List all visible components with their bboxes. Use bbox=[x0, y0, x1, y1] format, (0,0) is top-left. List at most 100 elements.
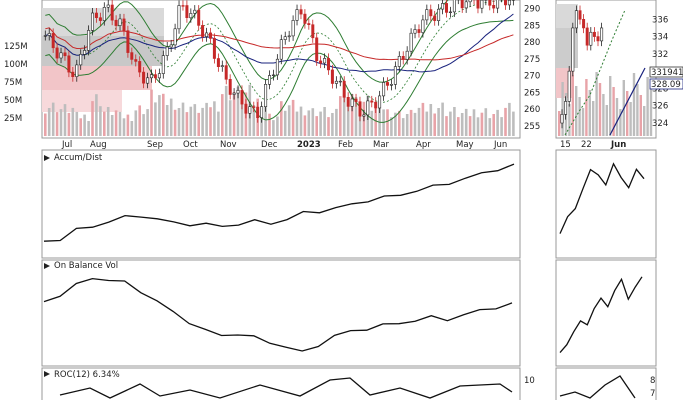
volume-tick-label: 25M bbox=[4, 114, 22, 124]
candle-body bbox=[257, 107, 259, 118]
candle-body bbox=[504, 0, 506, 5]
volume-bar bbox=[315, 116, 318, 136]
inset-candle-body bbox=[590, 32, 592, 45]
candle-body bbox=[233, 93, 235, 94]
candle-body bbox=[496, 0, 498, 8]
candle-body bbox=[44, 36, 46, 37]
volume-bar bbox=[323, 107, 326, 136]
price-tick-label: 260 bbox=[524, 105, 540, 115]
candle-body bbox=[194, 10, 196, 13]
x-axis-label: Apr bbox=[416, 140, 431, 150]
inset-volume-bar bbox=[558, 111, 560, 136]
candle-body bbox=[323, 58, 325, 63]
volume-bar bbox=[64, 104, 67, 136]
volume-tick-label: 75M bbox=[4, 78, 22, 88]
accum-dist-panel bbox=[42, 150, 520, 258]
candle-body bbox=[316, 38, 318, 61]
candle-body bbox=[174, 29, 176, 45]
volume-bar bbox=[402, 118, 405, 136]
candle-body bbox=[249, 107, 251, 114]
candle-body bbox=[304, 14, 306, 23]
candle-body bbox=[205, 33, 207, 37]
volume-bar bbox=[146, 109, 149, 136]
roc-tick-10: 10 bbox=[524, 376, 535, 386]
candle-body bbox=[331, 70, 333, 84]
price-tick-label: 255 bbox=[524, 122, 540, 132]
inset-price-label-2: 328.09 bbox=[651, 80, 681, 90]
inset-volume-bar bbox=[606, 105, 608, 136]
inset-volume-bar bbox=[640, 95, 642, 136]
volume-bar bbox=[300, 107, 303, 136]
volume-bar bbox=[186, 112, 189, 136]
volume-bar bbox=[292, 100, 295, 136]
volume-bar bbox=[437, 108, 440, 136]
candle-body bbox=[142, 72, 144, 83]
candle-body bbox=[426, 10, 428, 20]
candle-body bbox=[127, 31, 129, 53]
candle-body bbox=[48, 33, 50, 35]
candle-body bbox=[52, 33, 54, 47]
x-axis-label: Mar bbox=[373, 140, 390, 150]
candle-body bbox=[272, 75, 274, 76]
inset-price-tick: 334 bbox=[652, 33, 668, 43]
volume-bar bbox=[205, 103, 208, 136]
candle-body bbox=[453, 0, 455, 12]
candle-body bbox=[355, 99, 357, 102]
volume-bar bbox=[56, 112, 59, 136]
candle-body bbox=[245, 104, 247, 113]
candle-body bbox=[418, 30, 420, 33]
candle-body bbox=[198, 10, 200, 25]
volume-bar bbox=[178, 108, 181, 136]
candle-body bbox=[367, 101, 369, 115]
volume-bar bbox=[485, 108, 488, 136]
volume-bar bbox=[312, 108, 315, 136]
candle-body bbox=[339, 81, 341, 82]
candle-body bbox=[465, 2, 467, 8]
inset-volume-bar bbox=[633, 73, 635, 136]
volume-bar bbox=[166, 105, 169, 136]
volume-bar bbox=[72, 108, 75, 136]
volume-bar bbox=[308, 110, 311, 136]
inset-x-label: 15 bbox=[560, 140, 571, 150]
volume-bar bbox=[52, 103, 55, 136]
volume-bar bbox=[213, 101, 216, 136]
candle-body bbox=[76, 65, 78, 77]
candle-body bbox=[477, 0, 479, 8]
volume-bar bbox=[500, 117, 503, 136]
volume-bar bbox=[194, 104, 197, 136]
inset-volume-bar bbox=[636, 84, 638, 136]
volume-bar bbox=[457, 117, 460, 136]
candle-body bbox=[95, 13, 97, 18]
volume-bar bbox=[91, 101, 94, 136]
inset-volume-bar bbox=[646, 77, 648, 136]
candle-body bbox=[371, 101, 373, 102]
candle-body bbox=[378, 96, 380, 108]
candle-body bbox=[182, 6, 184, 7]
volume-bar bbox=[229, 100, 232, 136]
inset-price-tick: 326 bbox=[652, 102, 668, 112]
volume-bar bbox=[284, 111, 287, 136]
candle-body bbox=[296, 10, 298, 21]
candle-body bbox=[225, 66, 227, 80]
candle-body bbox=[343, 81, 345, 97]
inset-volume-bar bbox=[616, 98, 618, 136]
roc-inset-tick-7: 7 bbox=[650, 389, 655, 399]
candle-body bbox=[241, 90, 243, 104]
candle-body bbox=[68, 56, 70, 72]
price-tick-label: 280 bbox=[524, 38, 540, 48]
candle-body bbox=[64, 53, 66, 56]
candle-body bbox=[162, 56, 164, 74]
candle-body bbox=[422, 20, 424, 33]
candle-body bbox=[87, 30, 89, 50]
candle-body bbox=[115, 20, 117, 25]
volume-bar bbox=[335, 109, 338, 136]
volume-bar bbox=[426, 112, 429, 136]
volume-bar bbox=[123, 118, 126, 136]
volume-bar bbox=[449, 112, 452, 136]
inset-candle-body bbox=[568, 71, 570, 101]
volume-bar bbox=[76, 112, 79, 136]
candle-body bbox=[327, 58, 329, 70]
volume-bar bbox=[79, 118, 82, 136]
inset-volume-bar bbox=[572, 75, 574, 136]
